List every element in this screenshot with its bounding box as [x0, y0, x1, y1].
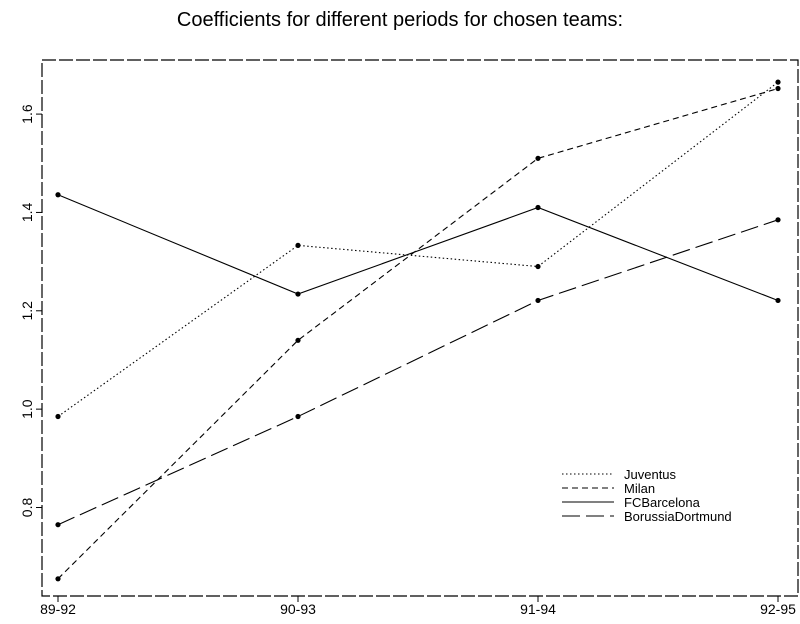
data-point [55, 413, 61, 420]
data-point [535, 297, 541, 304]
x-tick-label: 91-94 [520, 601, 556, 617]
series-line [57, 219, 779, 526]
series-line [57, 87, 779, 580]
x-tick-label: 90-93 [280, 601, 316, 617]
series-line [57, 81, 779, 417]
data-point [295, 242, 301, 248]
legend-label: BorussiaDortmund [624, 509, 732, 524]
data-point [775, 85, 781, 92]
y-tick-label: 1.4 [19, 202, 35, 222]
data-point [535, 263, 541, 270]
y-tick-label: 1.6 [19, 104, 35, 124]
legend-label: FCBarcelona [624, 495, 701, 510]
data-point [535, 204, 541, 211]
data-point [295, 291, 301, 297]
x-tick-label: 89-92 [40, 601, 76, 617]
y-tick-label: 1.2 [19, 301, 35, 321]
y-tick-label: 1.0 [19, 399, 35, 419]
data-point [55, 192, 61, 198]
y-tick-label: 0.8 [19, 498, 35, 518]
x-tick-label: 92-95 [760, 601, 796, 617]
data-point [55, 522, 61, 528]
data-point [295, 413, 301, 420]
plot-frame [41, 59, 799, 597]
data-point [775, 79, 781, 85]
data-point [535, 155, 541, 161]
series-line [57, 194, 779, 301]
data-point [55, 576, 61, 582]
legend-label: Milan [624, 481, 655, 496]
data-point [775, 297, 781, 304]
legend-label: Juventus [624, 467, 677, 482]
chart-title: Coefficients for different periods for c… [176, 9, 624, 31]
data-point [295, 337, 301, 343]
data-point [775, 217, 781, 223]
